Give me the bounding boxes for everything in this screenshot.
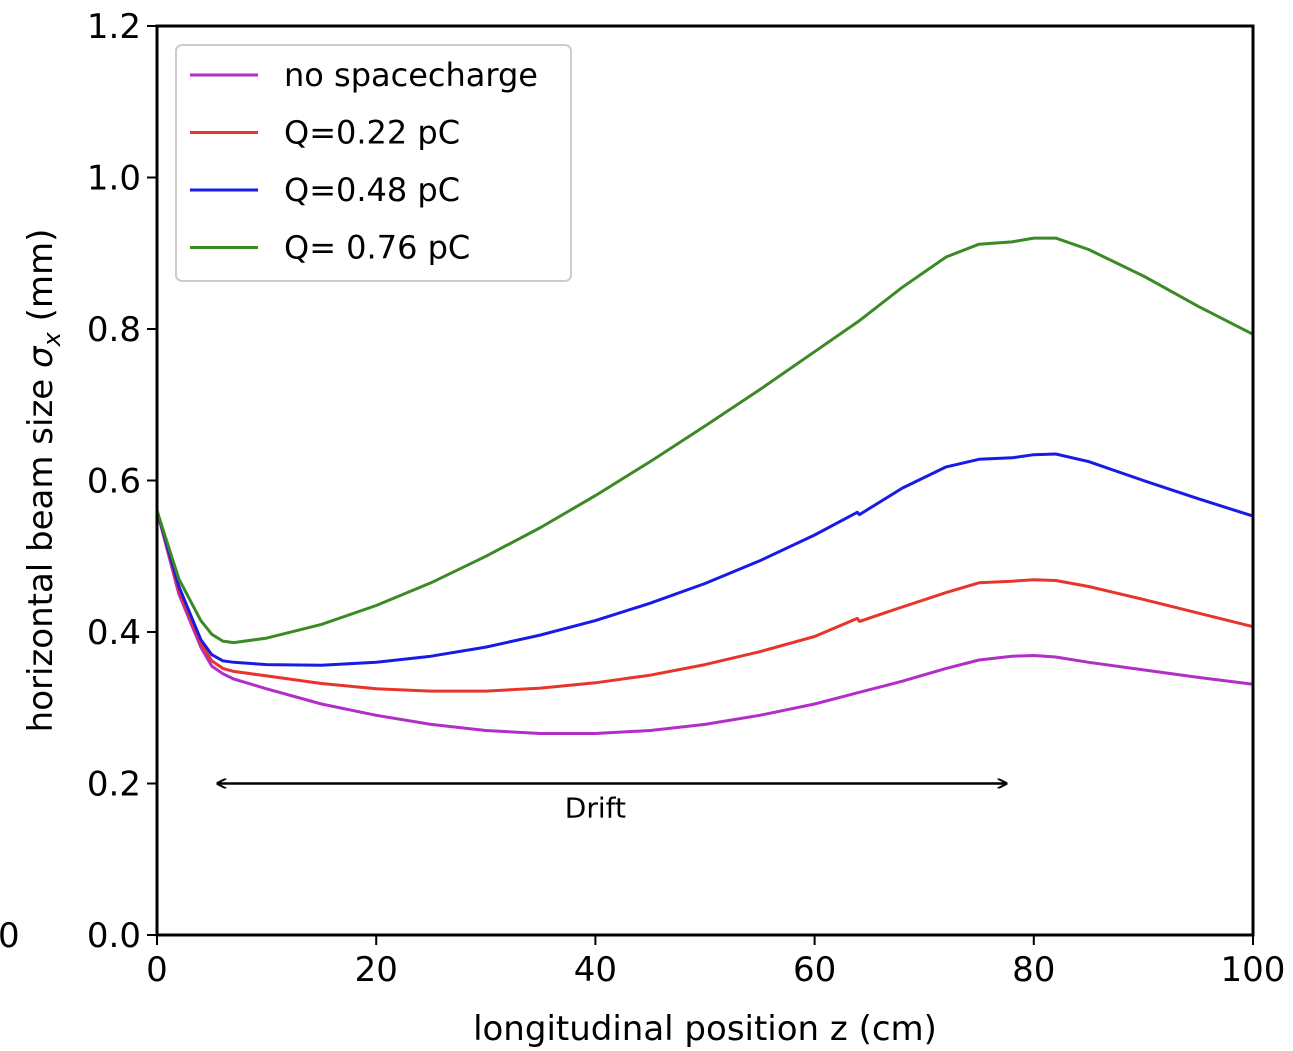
x-tick-label: 60: [793, 950, 836, 990]
y-axis-label-subscript: x: [38, 331, 66, 347]
y-axis-label-main: horizontal beam size: [21, 368, 61, 732]
y-axis-label-unit: (mm): [21, 229, 61, 333]
legend: no spacecharge Q=0.22 pC Q=0.48 pC Q= 0.76 …: [175, 44, 572, 282]
tick-layer: 0 20 40 60 80 100 0.0 0.2 0.4 0.6 0.8 1.0 1.2: [87, 7, 1286, 990]
legend-label-2: Q=0.22 pC: [284, 114, 460, 152]
x-tick-label: 20: [355, 950, 398, 990]
y-tick-label: 0.4: [87, 613, 141, 653]
y-tick-label: 0.8: [87, 310, 141, 350]
series-line-1: [155, 509, 1255, 735]
series-layer: [155, 236, 1255, 735]
series-line-3: [155, 452, 1255, 667]
legend-label-1: no spacecharge: [284, 56, 538, 94]
x-tick-label: 0: [146, 950, 168, 990]
y-tick-label: 0.6: [87, 462, 141, 502]
legend-label-3: Q=0.48 pC: [284, 171, 460, 209]
y-axis-label: horizontal beam size σx (mm): [21, 229, 66, 733]
x-tick-label: 100: [1221, 950, 1286, 990]
x-tick-label: 80: [1012, 950, 1055, 990]
legend-box: [175, 44, 572, 282]
stray-tick-label: 0: [0, 916, 20, 956]
y-tick-label: 0.2: [87, 765, 141, 805]
series-line-4: [155, 236, 1255, 645]
legend-label-4: Q= 0.76 pC: [284, 229, 470, 267]
y-tick-label: 0.0: [87, 916, 141, 956]
y-axis-label-sigma: σ: [21, 345, 61, 368]
annotation-layer: Drift: [217, 784, 1006, 825]
x-axis-label: longitudinal position z (cm): [473, 1009, 937, 1049]
series-line-2: [155, 509, 1255, 693]
y-tick-label: 1.0: [87, 159, 141, 199]
y-tick-label: 1.2: [87, 7, 141, 47]
drift-label: Drift: [565, 792, 626, 825]
x-tick-label: 40: [574, 950, 617, 990]
